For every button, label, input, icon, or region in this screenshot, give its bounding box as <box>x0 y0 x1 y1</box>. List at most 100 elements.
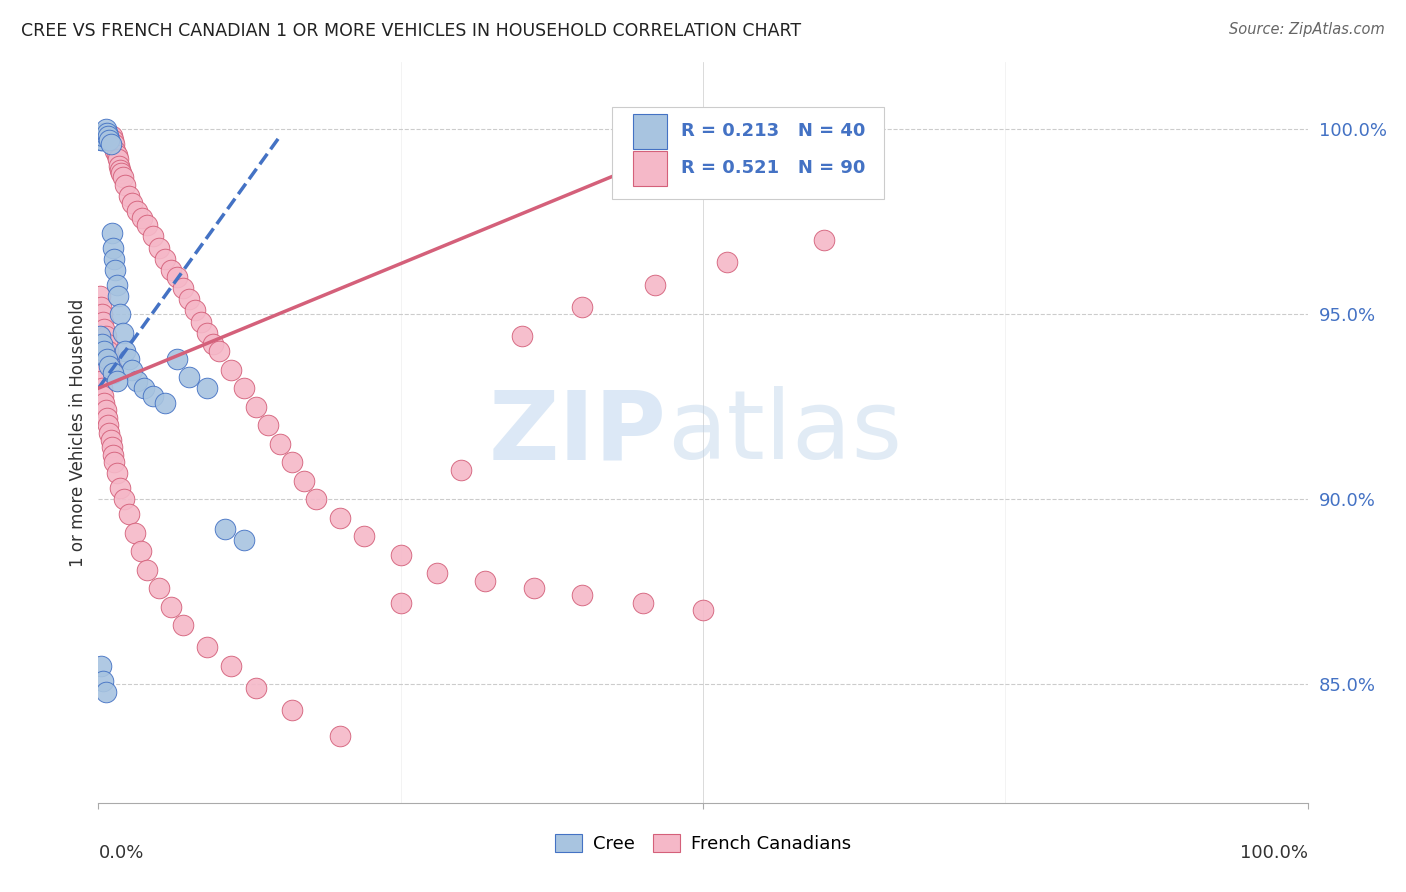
Point <box>98 359 121 373</box>
Point <box>91 307 114 321</box>
Point <box>389 548 412 562</box>
Point <box>221 658 243 673</box>
Point <box>127 374 149 388</box>
Point <box>214 522 236 536</box>
Point <box>108 307 131 321</box>
Point <box>93 322 115 336</box>
Point <box>256 418 278 433</box>
Point <box>96 351 118 366</box>
Point <box>135 219 157 233</box>
Point <box>100 226 122 240</box>
Point <box>153 396 176 410</box>
Point <box>100 433 122 447</box>
Point <box>96 336 118 351</box>
Point <box>329 729 352 743</box>
Point <box>90 300 112 314</box>
Point <box>510 329 533 343</box>
Point <box>93 126 115 140</box>
Point <box>166 270 188 285</box>
Point <box>101 133 124 147</box>
Point <box>281 703 304 717</box>
Point <box>98 425 121 440</box>
Point <box>631 596 654 610</box>
Point <box>166 351 188 366</box>
Point <box>118 507 141 521</box>
Point <box>91 336 114 351</box>
Point <box>91 673 114 688</box>
Point <box>571 589 593 603</box>
Point <box>97 344 120 359</box>
Point <box>202 336 225 351</box>
Point <box>104 145 127 159</box>
Text: 100.0%: 100.0% <box>1240 844 1308 862</box>
Point <box>172 618 194 632</box>
Point <box>179 293 201 307</box>
Point <box>389 596 412 610</box>
Point <box>353 529 375 543</box>
Point <box>121 362 143 376</box>
Point <box>97 129 120 144</box>
Point <box>101 367 124 381</box>
Point <box>100 359 122 373</box>
Point <box>644 277 666 292</box>
Text: Source: ZipAtlas.com: Source: ZipAtlas.com <box>1229 22 1385 37</box>
Point <box>523 581 546 595</box>
Point <box>121 196 143 211</box>
Point <box>94 685 117 699</box>
Point <box>111 170 134 185</box>
Point <box>124 525 146 540</box>
Point <box>142 229 165 244</box>
Point <box>90 133 112 147</box>
Point <box>195 381 218 395</box>
Point <box>114 344 136 359</box>
Point <box>104 262 127 277</box>
FancyBboxPatch shape <box>633 151 666 186</box>
Legend: Cree, French Canadians: Cree, French Canadians <box>548 827 858 861</box>
Point <box>142 388 165 402</box>
Point <box>179 370 201 384</box>
Point <box>135 563 157 577</box>
Point <box>474 574 496 588</box>
Point <box>160 262 183 277</box>
Point <box>269 436 291 450</box>
Point <box>103 455 125 469</box>
FancyBboxPatch shape <box>633 113 666 149</box>
Point <box>89 362 111 376</box>
Point <box>184 303 207 318</box>
Point <box>89 288 111 302</box>
Point <box>89 129 111 144</box>
Point <box>208 344 231 359</box>
Point <box>813 233 835 247</box>
Point <box>134 381 156 395</box>
Point <box>98 351 121 366</box>
Point <box>221 362 243 376</box>
Point <box>131 211 153 225</box>
Point <box>118 188 141 202</box>
Point <box>93 344 115 359</box>
Point <box>107 288 129 302</box>
Point <box>96 410 118 425</box>
Point <box>100 129 122 144</box>
Point <box>100 441 122 455</box>
Point <box>97 418 120 433</box>
Point <box>108 162 131 177</box>
Point <box>426 566 449 581</box>
Point <box>101 241 124 255</box>
Point <box>245 681 267 695</box>
Text: atlas: atlas <box>666 386 901 479</box>
Y-axis label: 1 or more Vehicles in Household: 1 or more Vehicles in Household <box>69 299 87 566</box>
Point <box>96 126 118 140</box>
Point <box>292 474 315 488</box>
Point <box>305 492 328 507</box>
Point <box>112 492 135 507</box>
Point <box>108 159 131 173</box>
Point <box>716 255 738 269</box>
Point <box>110 167 132 181</box>
Point <box>94 329 117 343</box>
Point <box>114 178 136 192</box>
Point <box>107 152 129 166</box>
Point <box>281 455 304 469</box>
Point <box>190 315 212 329</box>
Point <box>148 241 170 255</box>
Point <box>91 381 114 395</box>
